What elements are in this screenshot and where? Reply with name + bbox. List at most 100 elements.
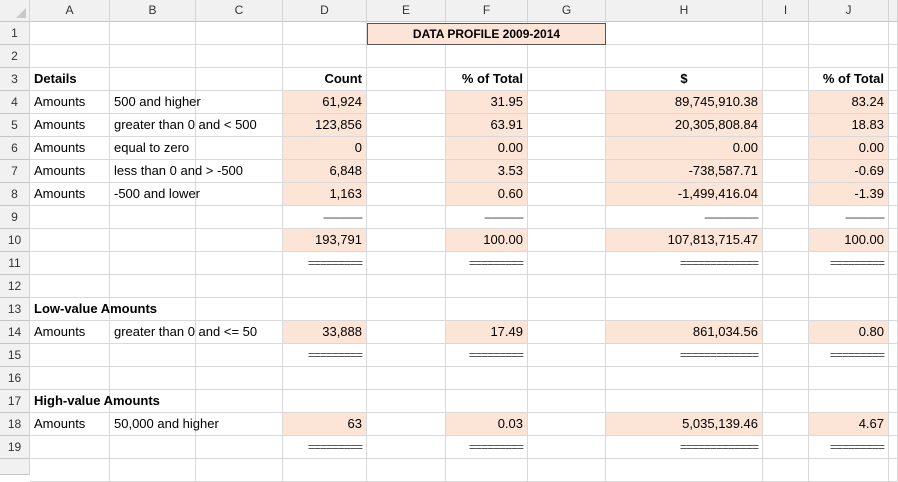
grid-cell[interactable] bbox=[889, 321, 898, 344]
grid-cell[interactable] bbox=[889, 436, 898, 459]
grid-cell[interactable] bbox=[763, 436, 809, 459]
grid-cell[interactable] bbox=[367, 114, 446, 137]
separator-double[interactable]: ============= bbox=[606, 344, 763, 367]
column-header-b[interactable]: B bbox=[110, 0, 196, 22]
column-header-i[interactable]: I bbox=[763, 0, 809, 22]
grid-cell[interactable] bbox=[110, 459, 196, 482]
grid-cell[interactable] bbox=[528, 275, 606, 298]
column-header-j[interactable]: J bbox=[809, 0, 889, 22]
grid-cell[interactable] bbox=[196, 275, 283, 298]
column-header-a[interactable]: A bbox=[30, 0, 110, 22]
low-value-pct-amount[interactable]: 0.80 bbox=[809, 321, 889, 344]
detail-label[interactable]: Amounts bbox=[30, 160, 110, 183]
grid-cell[interactable] bbox=[446, 298, 528, 321]
report-title[interactable]: DATA PROFILE 2009-2014 bbox=[367, 23, 606, 45]
total-pct[interactable]: 100.00 bbox=[446, 229, 528, 252]
grid-cell[interactable] bbox=[763, 91, 809, 114]
separator-double[interactable]: ========= bbox=[283, 252, 367, 275]
separator-double[interactable]: ========= bbox=[446, 252, 528, 275]
select-all-corner[interactable] bbox=[0, 0, 30, 22]
grid-cell[interactable] bbox=[889, 459, 898, 482]
separator-single[interactable]: ------------- bbox=[809, 206, 889, 229]
grid-cell[interactable] bbox=[763, 367, 809, 390]
detail-range[interactable]: -500 and lower bbox=[110, 183, 283, 206]
row-header[interactable]: 6 bbox=[0, 137, 30, 160]
grid-cell[interactable] bbox=[809, 367, 889, 390]
grid-cell[interactable] bbox=[30, 252, 110, 275]
grid-cell[interactable] bbox=[763, 298, 809, 321]
grid-cell[interactable] bbox=[367, 321, 446, 344]
grid-cell[interactable] bbox=[528, 114, 606, 137]
detail-pct[interactable]: 0.00 bbox=[446, 137, 528, 160]
grid-cell[interactable] bbox=[528, 459, 606, 482]
grid-cell[interactable] bbox=[110, 206, 196, 229]
grid-cell[interactable] bbox=[283, 45, 367, 68]
row-header[interactable]: 4 bbox=[0, 91, 30, 114]
grid-cell[interactable] bbox=[110, 436, 196, 459]
row-header[interactable]: 8 bbox=[0, 183, 30, 206]
separator-single[interactable]: ------------- bbox=[283, 206, 367, 229]
grid-cell[interactable] bbox=[606, 459, 763, 482]
grid-cell[interactable] bbox=[283, 275, 367, 298]
grid-cell[interactable] bbox=[889, 390, 898, 413]
row-header[interactable]: 11 bbox=[0, 252, 30, 275]
grid-cell[interactable] bbox=[528, 413, 606, 436]
grid-cell[interactable] bbox=[606, 22, 763, 45]
grid-cell[interactable] bbox=[763, 459, 809, 482]
separator-double[interactable]: ============= bbox=[606, 252, 763, 275]
grid-cell[interactable] bbox=[196, 22, 283, 45]
count-heading[interactable]: Count bbox=[283, 68, 367, 91]
grid-cell[interactable] bbox=[528, 436, 606, 459]
total-count[interactable]: 193,791 bbox=[283, 229, 367, 252]
grid-cell[interactable] bbox=[528, 45, 606, 68]
grid-cell[interactable] bbox=[446, 275, 528, 298]
grid-cell[interactable] bbox=[30, 206, 110, 229]
grid-cell[interactable] bbox=[367, 436, 446, 459]
grid-cell[interactable] bbox=[889, 22, 898, 45]
grid-cell[interactable] bbox=[889, 275, 898, 298]
grid-cell[interactable] bbox=[763, 114, 809, 137]
grid-cell[interactable] bbox=[889, 183, 898, 206]
row-header[interactable]: 12 bbox=[0, 275, 30, 298]
grid-cell[interactable] bbox=[110, 344, 196, 367]
grid-cell[interactable] bbox=[889, 45, 898, 68]
low-value-label[interactable]: Amounts bbox=[30, 321, 110, 344]
grid-cell[interactable] bbox=[30, 367, 110, 390]
grid-cell[interactable] bbox=[367, 68, 446, 91]
details-heading[interactable]: Details bbox=[30, 68, 110, 91]
row-header[interactable]: 2 bbox=[0, 45, 30, 68]
column-header-g[interactable]: G bbox=[528, 0, 606, 22]
grid-cell[interactable] bbox=[367, 367, 446, 390]
grid-cell[interactable] bbox=[446, 367, 528, 390]
row-header[interactable]: 5 bbox=[0, 114, 30, 137]
grid-cell[interactable] bbox=[196, 367, 283, 390]
grid-cell[interactable] bbox=[367, 45, 446, 68]
high-value-pct-amount[interactable]: 4.67 bbox=[809, 413, 889, 436]
grid-cell[interactable] bbox=[367, 459, 446, 482]
high-value-label[interactable]: Amounts bbox=[30, 413, 110, 436]
detail-pct-amount[interactable]: 0.00 bbox=[809, 137, 889, 160]
grid-cell[interactable] bbox=[110, 229, 196, 252]
separator-double[interactable]: ============= bbox=[606, 436, 763, 459]
grid-cell[interactable] bbox=[528, 321, 606, 344]
grid-cell[interactable] bbox=[196, 45, 283, 68]
grid-cell[interactable] bbox=[30, 275, 110, 298]
grid-cell[interactable] bbox=[110, 275, 196, 298]
total-pct-amount[interactable]: 100.00 bbox=[809, 229, 889, 252]
grid-cell[interactable] bbox=[528, 206, 606, 229]
grid-cell[interactable] bbox=[367, 206, 446, 229]
grid-cell[interactable] bbox=[367, 137, 446, 160]
row-header[interactable]: 19 bbox=[0, 436, 30, 459]
grid-cell[interactable] bbox=[763, 183, 809, 206]
grid-cell[interactable] bbox=[367, 229, 446, 252]
row-header[interactable]: 18 bbox=[0, 413, 30, 436]
grid-cell[interactable] bbox=[283, 298, 367, 321]
column-header-f[interactable]: F bbox=[446, 0, 528, 22]
grid-cell[interactable] bbox=[528, 91, 606, 114]
high-value-range[interactable]: 50,000 and higher bbox=[110, 413, 283, 436]
separator-double[interactable]: ========= bbox=[446, 344, 528, 367]
grid-cell[interactable] bbox=[763, 137, 809, 160]
grid-cell[interactable] bbox=[283, 22, 367, 45]
grid-cell[interactable] bbox=[196, 344, 283, 367]
grid-cell[interactable] bbox=[763, 206, 809, 229]
